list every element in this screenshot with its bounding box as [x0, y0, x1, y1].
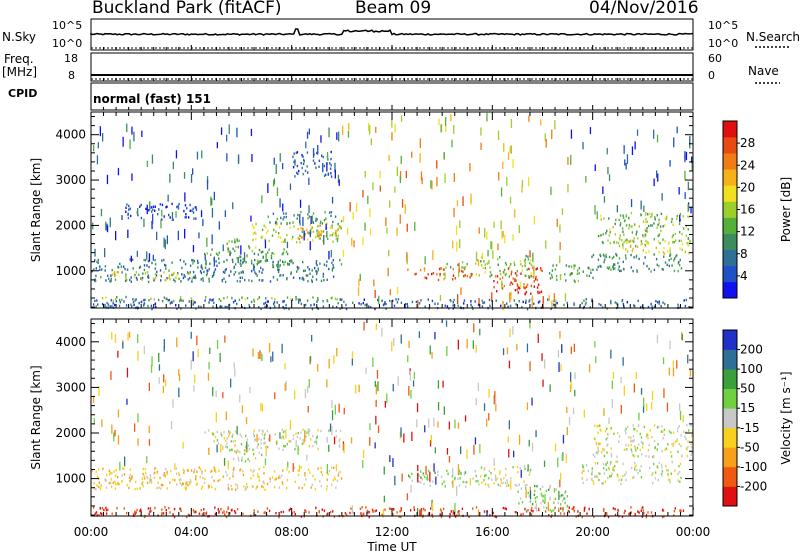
freq-tick-bottom: 8 [68, 69, 75, 82]
colorbar-swatch [723, 265, 737, 283]
colorbar-swatch [723, 121, 737, 138]
power-panel [91, 112, 693, 311]
date-title: 04/Nov/2016 [589, 0, 699, 18]
freq-tick-top: 18 [64, 52, 78, 65]
colorbar-swatch [723, 201, 737, 218]
colorbar-tick-label: 100 [740, 362, 763, 376]
x-tick-label: 16:00 [475, 525, 510, 539]
colorbar-swatch [723, 137, 737, 154]
colorbar-tick-label: 50 [740, 382, 755, 396]
cpid-label: CPID [8, 87, 38, 100]
colorbar-tick-label: 200 [740, 343, 763, 357]
x-tick-label: 04:00 [174, 525, 209, 539]
colorbar-tick-label: 15 [740, 401, 755, 415]
y-axis-label: Slant Range [km] [29, 158, 43, 262]
colorbar-swatch [723, 169, 737, 186]
x-tick-label: 12:00 [375, 525, 410, 539]
freq-unit-label: [MHz] [2, 65, 38, 79]
colorbar-tick-label: -100 [740, 460, 767, 474]
y-tick-label: 4000 [55, 128, 86, 142]
colorbar-swatch [723, 466, 737, 487]
colorbar-tick-label: 20 [740, 180, 755, 194]
colorbar-tick-label: 4 [740, 269, 748, 283]
colorbars: 28 24 20 16 12 8 4 Power [dB] 200 100 50 15 -15 -50 -1… [722, 120, 793, 507]
velocity-panel [91, 320, 695, 519]
colorbar-tick-label: 8 [740, 247, 748, 261]
y-tick-label: 1000 [55, 472, 86, 486]
y-tick-label: 4000 [55, 335, 86, 349]
colorbar-swatch [723, 233, 737, 250]
colorbar-swatch [723, 249, 737, 267]
nsky-trace [90, 28, 694, 36]
y-tick-label: 3000 [55, 173, 86, 187]
plot-frame-power [90, 111, 694, 309]
colorbar-frame [722, 329, 738, 507]
colorbar-tick-label: 16 [740, 203, 755, 217]
axes: 1000 2000 3000 4000 Slant Range [km] 1000 2000… [29, 45, 710, 554]
parameter-panels [90, 18, 790, 111]
beam-title: Beam 09 [355, 0, 432, 18]
colorbar-swatch [723, 447, 737, 468]
colorbar-swatch [723, 388, 737, 409]
x-axis-label: Time UT [366, 540, 417, 554]
y-tick-label: 3000 [55, 380, 86, 394]
colorbar-swatch [723, 427, 737, 448]
freq-label: Freq. [4, 52, 34, 66]
colorbar-swatch [723, 185, 737, 202]
y-tick-label: 2000 [55, 218, 86, 232]
nsky-tick-bottom: 10^0 [52, 37, 83, 50]
x-tick-label: 00:00 [676, 525, 711, 539]
colorbar-swatch [723, 281, 737, 299]
colorbar-swatch [723, 217, 737, 234]
colorbar-tick-label: -15 [740, 421, 760, 435]
nsky-tick-top: 10^5 [52, 19, 83, 32]
nave-tick-top: 60 [708, 52, 722, 65]
colorbar-tick-label: 24 [740, 158, 755, 172]
colorbar-tick-label: 12 [740, 225, 755, 239]
colorbar-swatch [723, 369, 737, 389]
x-tick-label: 00:00 [74, 525, 109, 539]
nsky-label: N.Sky [2, 30, 37, 44]
x-tick-label: 08:00 [274, 525, 309, 539]
colorbar-swatch [723, 153, 737, 170]
nave-tick-bottom: 0 [708, 69, 715, 82]
colorbar-swatch [723, 330, 737, 350]
colorbar-swatch [723, 349, 737, 370]
colorbar-swatch [723, 408, 737, 429]
x-tick-label: 20:00 [575, 525, 610, 539]
y-tick-label: 2000 [55, 426, 86, 440]
nsearch-tick-top: 10^5 [708, 19, 739, 32]
nsearch-tick-bottom: 10^0 [708, 37, 739, 50]
colorbar-tick-label: -200 [740, 479, 767, 493]
colorbar-label: Velocity [m s⁻¹] [779, 371, 793, 464]
colorbar-swatch [723, 486, 737, 507]
station-title: Buckland Park (fitACF) [92, 0, 282, 18]
y-tick-label: 1000 [55, 264, 86, 278]
cpid-value: normal (fast) 151 [93, 92, 211, 106]
y-axis-label: Slant Range [km] [29, 365, 43, 469]
colorbar-tick-label: -50 [740, 440, 760, 454]
nsearch-label: N.Search [746, 30, 800, 44]
colorbar-tick-label: 28 [740, 136, 755, 150]
nave-label: Nave [748, 64, 779, 78]
colorbar-label: Power [dB] [779, 177, 793, 242]
